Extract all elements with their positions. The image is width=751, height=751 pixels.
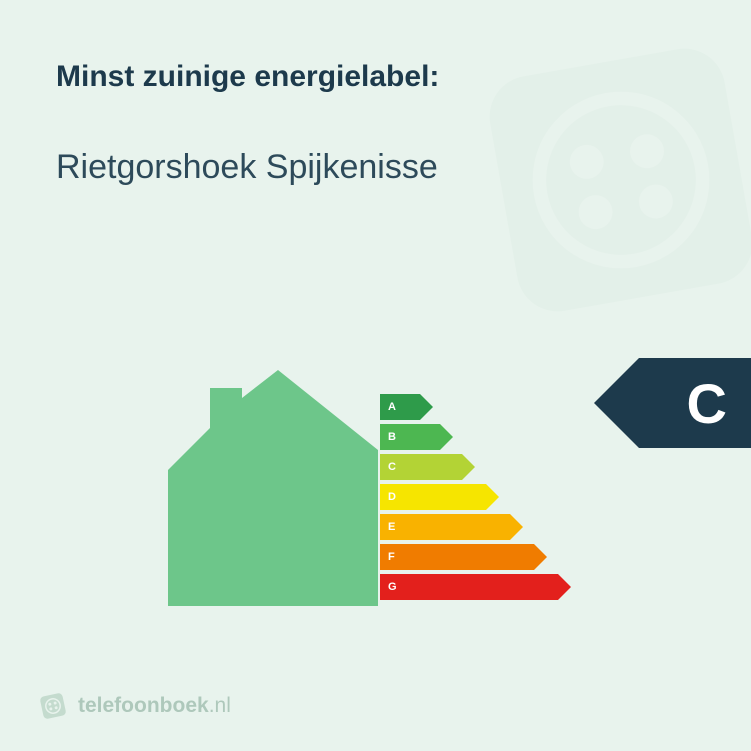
bar-label: D [380, 484, 486, 510]
energy-chart: ABCDEFG [0, 370, 751, 670]
content-area: Minst zuinige energielabel: Rietgorshoek… [0, 0, 751, 187]
footer-logo: telefoonboek.nl [38, 691, 231, 721]
energy-bars: ABCDEFG [380, 394, 558, 604]
energy-bar-e: E [380, 514, 558, 540]
footer-text: telefoonboek.nl [78, 694, 231, 718]
energy-bar-a: A [380, 394, 558, 420]
bar-label: A [380, 394, 420, 420]
footer-icon [35, 688, 71, 724]
energy-bar-b: B [380, 424, 558, 450]
energy-bar-d: D [380, 484, 558, 510]
bar-label: C [380, 454, 462, 480]
location-name: Rietgorshoek Spijkenisse [56, 148, 695, 187]
footer-brand: telefoonboek [78, 694, 209, 717]
bar-label: E [380, 514, 510, 540]
energy-bar-g: G [380, 574, 558, 600]
house-icon [168, 370, 378, 611]
footer-domain: .nl [209, 694, 231, 717]
energy-bar-c: C [380, 454, 558, 480]
bar-label: G [380, 574, 558, 600]
page-title: Minst zuinige energielabel: [56, 60, 695, 94]
energy-bar-f: F [380, 544, 558, 570]
bar-label: F [380, 544, 534, 570]
bar-label: B [380, 424, 440, 450]
